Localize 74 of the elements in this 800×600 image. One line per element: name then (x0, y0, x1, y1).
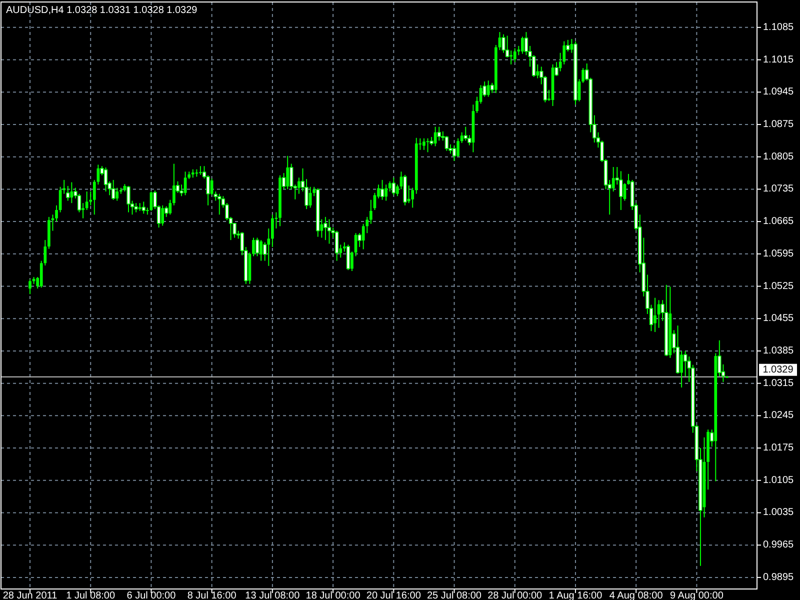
y-tick-label: 1.0805 (763, 151, 794, 162)
candlestick (55, 204, 58, 222)
y-tick-label: 1.0525 (763, 280, 794, 292)
candlestick (486, 80, 490, 98)
y-tick-label: 1.0315 (763, 378, 794, 389)
candlestick (168, 199, 172, 216)
candlestick (271, 214, 274, 248)
y-tick-label: 0.9965 (763, 540, 794, 551)
candlestick (252, 237, 255, 257)
y-tick-label: 1.0455 (763, 313, 794, 324)
y-tick-label: 1.0035 (763, 507, 794, 518)
y-tick-label: 1.0875 (763, 118, 794, 130)
candlestick (327, 218, 332, 244)
x-tick-label: 6 Jul 00:00 (126, 590, 176, 600)
x-tick-label: 8 Jul 16:00 (187, 590, 237, 600)
y-tick-label: 1.0735 (763, 184, 794, 195)
candlestick (422, 138, 426, 150)
candlestick (680, 350, 683, 388)
candlestick (619, 170, 623, 210)
y-tick-label: 1.0665 (763, 216, 794, 228)
candlestick (654, 297, 656, 333)
x-tick-label: 25 Jul 08:00 (427, 590, 482, 600)
candlestick (260, 240, 262, 262)
chart-title: AUDUSD,H4 1.0328 1.0331 1.0328 1.0329 (6, 5, 198, 16)
candlestick (370, 199, 372, 224)
x-tick-label: 1 Jul 08:00 (66, 590, 116, 600)
ref-line-label: 1.0329 (762, 364, 794, 376)
candlestick (161, 204, 164, 226)
candlestick (510, 50, 512, 65)
candlestick (112, 179, 116, 200)
candlestick (134, 202, 138, 213)
candlestick (335, 230, 339, 262)
candlestick (286, 155, 290, 190)
y-tick-label: 1.0175 (763, 442, 794, 454)
candlestick (255, 237, 260, 257)
candlestick (426, 138, 430, 153)
candlestick (456, 138, 460, 158)
y-tick-label: 1.1015 (763, 54, 794, 66)
y-tick-label: 1.0945 (763, 86, 794, 98)
x-tick-label: 20 Jul 16:00 (366, 590, 422, 600)
candlestick (464, 126, 468, 142)
candlestick (513, 48, 516, 63)
candlestick (126, 185, 130, 213)
candlestick (199, 166, 202, 176)
candlestick (392, 177, 396, 196)
y-tick-label: 1.0595 (763, 248, 794, 260)
y-tick-label: 1.0385 (763, 345, 794, 356)
candlestick (612, 166, 615, 192)
candlestick (142, 201, 146, 214)
y-tick-label: 1.1085 (763, 22, 794, 33)
candlestick (521, 36, 524, 54)
y-tick-label: 1.0105 (763, 474, 794, 486)
candlestick (380, 179, 384, 200)
y-tick-label: 0.9895 (763, 572, 794, 583)
candlestick (444, 136, 449, 152)
x-tick-label: 28 Jul 00:00 (488, 590, 543, 600)
candlestick (172, 163, 176, 206)
candlestick (267, 228, 270, 266)
candlestick (184, 171, 187, 196)
candlestick (70, 182, 74, 204)
x-tick-label: 18 Jul 00:00 (306, 590, 361, 600)
candlestick (384, 184, 388, 202)
candlestick (116, 187, 119, 202)
candlestick (218, 193, 222, 216)
candlestick (411, 187, 414, 208)
x-tick-label: 13 Jul 08:00 (245, 590, 300, 600)
candlestick (104, 166, 108, 192)
candlestick (346, 244, 350, 271)
candlestick (28, 278, 32, 295)
candlestick (388, 180, 392, 192)
candlestick (502, 34, 506, 54)
candlestick (324, 216, 328, 241)
y-tick-label: 1.0245 (763, 410, 794, 422)
x-tick-label: 28 Jun 2011 (2, 590, 58, 600)
